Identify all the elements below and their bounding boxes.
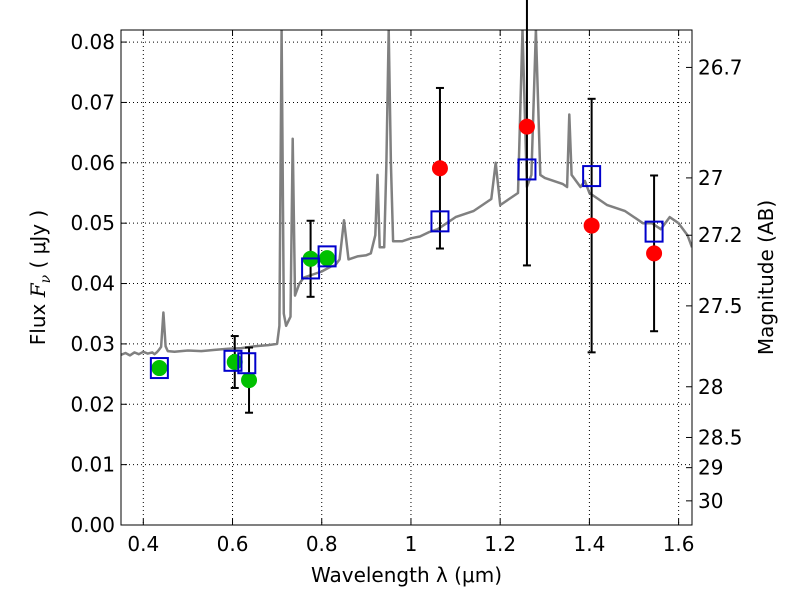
y-tick-label: 0.01 — [70, 453, 115, 477]
y-axis-label-subscript: ν — [38, 274, 54, 283]
y-tick-label: 0.02 — [70, 392, 115, 416]
data-point-circle — [518, 118, 535, 135]
x-tick-label: 0.4 — [127, 532, 159, 556]
data-point-circle — [583, 217, 600, 234]
x-tick-label: 0.6 — [217, 532, 249, 556]
grid — [121, 30, 692, 525]
magnitude-tick-label: 27.5 — [698, 294, 743, 318]
magnitude-tick-label: 27.2 — [698, 223, 743, 247]
y-tick-label: 0.08 — [70, 30, 115, 54]
y-tick-label: 0.05 — [70, 211, 115, 235]
y-axis-label-prefix: Flux — [26, 297, 50, 345]
data-point-square — [317, 245, 337, 268]
data-point-square — [517, 158, 537, 181]
data-point-circle — [151, 360, 168, 377]
y-axis-label-unit: ( μJy ) — [26, 210, 50, 275]
data-point-circle — [431, 160, 448, 177]
magnitude-tick-label: 28 — [698, 375, 723, 399]
y-tick-label: 0.00 — [70, 513, 115, 537]
data-point-square — [149, 357, 169, 380]
y-tick-label: 0.03 — [70, 332, 115, 356]
spectrum-line — [121, 30, 692, 357]
data-point-square — [301, 257, 321, 280]
markers — [149, 118, 664, 389]
y-tick-label: 0.04 — [70, 272, 115, 296]
magnitude-axis-label: Magnitude (AB) — [754, 200, 778, 355]
x-axis-label: Wavelength λ (μm) — [311, 563, 502, 587]
magnitude-tick-label: 26.7 — [698, 55, 743, 79]
magnitude-tick-label: 27 — [698, 166, 723, 190]
x-tick-label: 1 — [405, 532, 418, 556]
y-tick-label: 0.06 — [70, 151, 115, 175]
x-tick-label: 0.8 — [306, 532, 338, 556]
axis-ticks: 0.4 0.6 0.8 1 1.2 1.4 1.6 0.00 0.01 0.02 0.03 0.04 0… — [70, 30, 743, 556]
data-point-square — [582, 165, 602, 188]
y-axis-label-symbol: F — [26, 282, 50, 298]
data-point-circle — [226, 354, 243, 371]
data-point-square — [430, 210, 450, 233]
data-point-circle — [241, 372, 258, 389]
data-point-circle — [646, 245, 663, 262]
y-axis-label: Flux Fν ( μJy ) — [26, 210, 54, 345]
x-tick-label: 1.2 — [484, 532, 516, 556]
y-tick-label: 0.07 — [70, 90, 115, 114]
x-tick-label: 1.4 — [573, 532, 605, 556]
data-point-square — [644, 220, 664, 243]
data-point-square — [237, 352, 257, 375]
spectrum-layer — [121, 30, 692, 357]
magnitude-tick-label: 30 — [698, 489, 723, 513]
magnitude-tick-label: 28.5 — [698, 425, 743, 449]
plot-frame — [120, 29, 693, 526]
data-point-circle — [319, 250, 336, 267]
magnitude-tick-label: 29 — [698, 456, 723, 480]
x-tick-label: 1.6 — [663, 532, 695, 556]
data-point-square — [223, 349, 243, 372]
